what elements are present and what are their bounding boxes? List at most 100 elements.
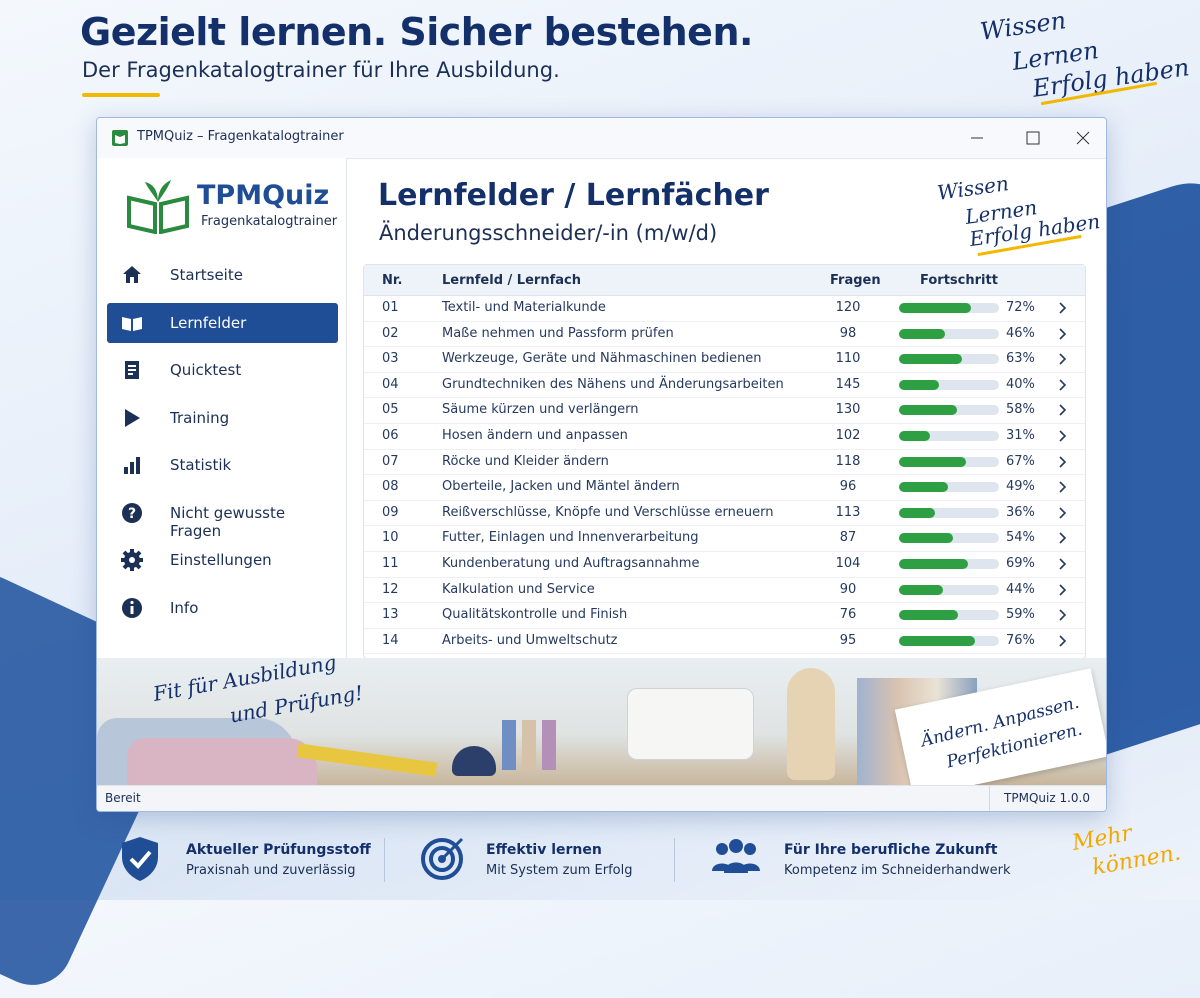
row-name: Arbeits- und Umweltschutz: [442, 632, 618, 648]
progress-label: 69%: [1006, 556, 1035, 571]
nav-icon: [125, 408, 140, 427]
row-number: 08: [382, 479, 399, 495]
table-row[interactable]: 07 Röcke und Kleider ändern 118 67%: [364, 449, 1085, 476]
column-header: Nr.: [382, 273, 403, 288]
chevron: [1059, 507, 1067, 519]
row-name: Röcke und Kleider ändern: [442, 453, 609, 469]
feature-title: Effektiv lernen: [486, 842, 602, 858]
chevron: [1059, 532, 1067, 544]
row-questions: 90: [839, 581, 857, 597]
row-questions: 98: [839, 325, 857, 341]
chevron: [1059, 456, 1067, 468]
chevron: [1059, 481, 1067, 493]
nav-item[interactable]: ? Nicht gewusste Fragen: [107, 493, 338, 540]
row-number: 02: [382, 325, 399, 341]
nav-icon: [124, 457, 140, 474]
fabric-stack: [127, 738, 317, 785]
row-number: 06: [382, 428, 399, 443]
feature-title: Für Ihre berufliche Zukunft: [784, 842, 998, 858]
table-row[interactable]: 06 Hosen ändern und anpassen 102 31%: [364, 423, 1085, 450]
logo-subtitle: Fragenkatalogtrainer: [201, 214, 338, 229]
table-row[interactable]: 10 Futter, Einlagen und Innenverarbeitung…: [364, 525, 1085, 552]
row-number: 09: [382, 504, 399, 520]
row-name: Qualitätskontrolle und Finish: [442, 607, 628, 623]
table-row[interactable]: 14 Arbeits- und Umweltschutz 95 76%: [364, 628, 1085, 655]
progress-bar: [899, 354, 962, 365]
nav-item[interactable]: Statistik: [107, 445, 338, 485]
logo-text: TPMQuiz: [197, 180, 330, 211]
feature-icon: [122, 837, 158, 881]
lernfeld-table: Nr. Lernfeld / Lernfach Fragen Fortschritt 0…: [363, 264, 1086, 659]
nav-label: Startseite: [170, 266, 243, 284]
progress-track: [899, 328, 999, 339]
svg-text:?: ?: [128, 506, 136, 522]
table-header: [364, 265, 1085, 296]
table-row[interactable]: 04 Grundtechniken des Nähens und Änderung…: [364, 372, 1085, 399]
column-header: Fragen: [830, 273, 881, 288]
nav-item[interactable]: Quicktest: [107, 350, 338, 390]
sidebar: TPMQuiz Fragenkatalogtrainer Startseite L…: [97, 158, 347, 658]
table-row[interactable]: 13 Qualitätskontrolle und Finish 76 59%: [364, 602, 1085, 629]
chevron: [1059, 379, 1067, 391]
table-row[interactable]: 03 Werkzeuge, Geräte und Nähmaschinen bed…: [364, 346, 1085, 373]
row-name: Kundenberatung und Auftragsannahme: [442, 556, 700, 571]
chevron: [1059, 430, 1067, 442]
chevron: [1059, 328, 1067, 340]
feature: Für Ihre berufliche Zukunft Kompetenz im …: [784, 842, 1011, 878]
nav-label: Einstellungen: [170, 551, 272, 569]
row-number: 05: [382, 402, 399, 418]
nav-item[interactable]: Training: [107, 398, 338, 438]
thread-spool: [542, 720, 556, 770]
row-name: Reißverschlüsse, Knöpfe und Verschlüsse …: [442, 504, 774, 520]
feature: Effektiv lernen Mit System zum Erfolg: [486, 842, 632, 878]
table-row[interactable]: 11 Kundenberatung und Auftragsannahme 104 6…: [364, 551, 1085, 578]
row-questions: 120: [835, 300, 861, 315]
row-name: Kalkulation und Service: [442, 581, 595, 597]
window-title: TPMQuiz – Fragenkatalogtrainer: [137, 129, 344, 144]
thread-spool: [502, 720, 516, 770]
row-number: 14: [382, 632, 399, 648]
nav-label: Nicht gewusste Fragen: [170, 503, 286, 540]
row-number: 10: [382, 530, 399, 546]
chevron: [1059, 584, 1067, 596]
nav-label: Quicktest: [170, 361, 242, 379]
content-title: Lernfelder / Lernfächer: [378, 178, 769, 213]
progress-label: 46%: [1006, 325, 1035, 341]
nav-item[interactable]: Info: [107, 588, 338, 628]
headline: Gezielt lernen. Sicher bestehen.: [80, 10, 753, 54]
window-controls[interactable]: [957, 128, 1097, 148]
table-row[interactable]: 12 Kalkulation und Service 90 44%: [364, 577, 1085, 604]
table-row[interactable]: 09 Reißverschlüsse, Knöpfe und Verschlüss…: [364, 500, 1085, 527]
separator: [674, 838, 675, 882]
table-row[interactable]: 08 Oberteile, Jacken und Mäntel ändern 96 4…: [364, 474, 1085, 501]
chevron: [1059, 302, 1067, 314]
feature-icon-wrap: [120, 835, 174, 889]
row-number: 11: [382, 556, 399, 571]
nav-label: Training: [170, 408, 230, 427]
table-row[interactable]: 01 Textil- und Materialkunde 120 72%: [364, 295, 1085, 322]
progress-label: 59%: [1006, 607, 1035, 623]
pincushion: [452, 746, 496, 776]
feature-icon-wrap: [710, 835, 764, 889]
nav-item[interactable]: Lernfelder: [107, 302, 338, 343]
feature-subtitle: Mit System zum Erfolg: [486, 863, 633, 878]
table-row[interactable]: 05 Säume kürzen und verlängern 130 58%: [364, 397, 1085, 424]
feature-icon: [712, 839, 760, 873]
app-window: TPMQuiz – Fragenkatalogtrainer TPMQuiz F…: [96, 117, 1107, 812]
feature-title: Aktueller Prüfungsstoff: [186, 842, 371, 858]
row-number: 12: [382, 581, 399, 597]
progress-bar: [899, 559, 968, 569]
chevron: [1059, 353, 1067, 365]
progress-bar: [899, 635, 975, 646]
nav-item[interactable]: Startseite: [107, 255, 338, 295]
nav-icon: [125, 361, 139, 379]
row-questions: 87: [839, 530, 857, 546]
thread-spool: [522, 720, 536, 770]
table-row[interactable]: 02 Maße nehmen und Passform prüfen 98 46%: [364, 321, 1085, 348]
row-name: Grundtechniken des Nähens und Änderungsa…: [442, 376, 784, 392]
progress-label: 54%: [1006, 530, 1035, 546]
progress-label: 67%: [1006, 453, 1035, 469]
nav-item[interactable]: Einstellungen: [107, 540, 338, 580]
nav-icon: [122, 316, 142, 331]
row-number: 01: [382, 300, 399, 315]
